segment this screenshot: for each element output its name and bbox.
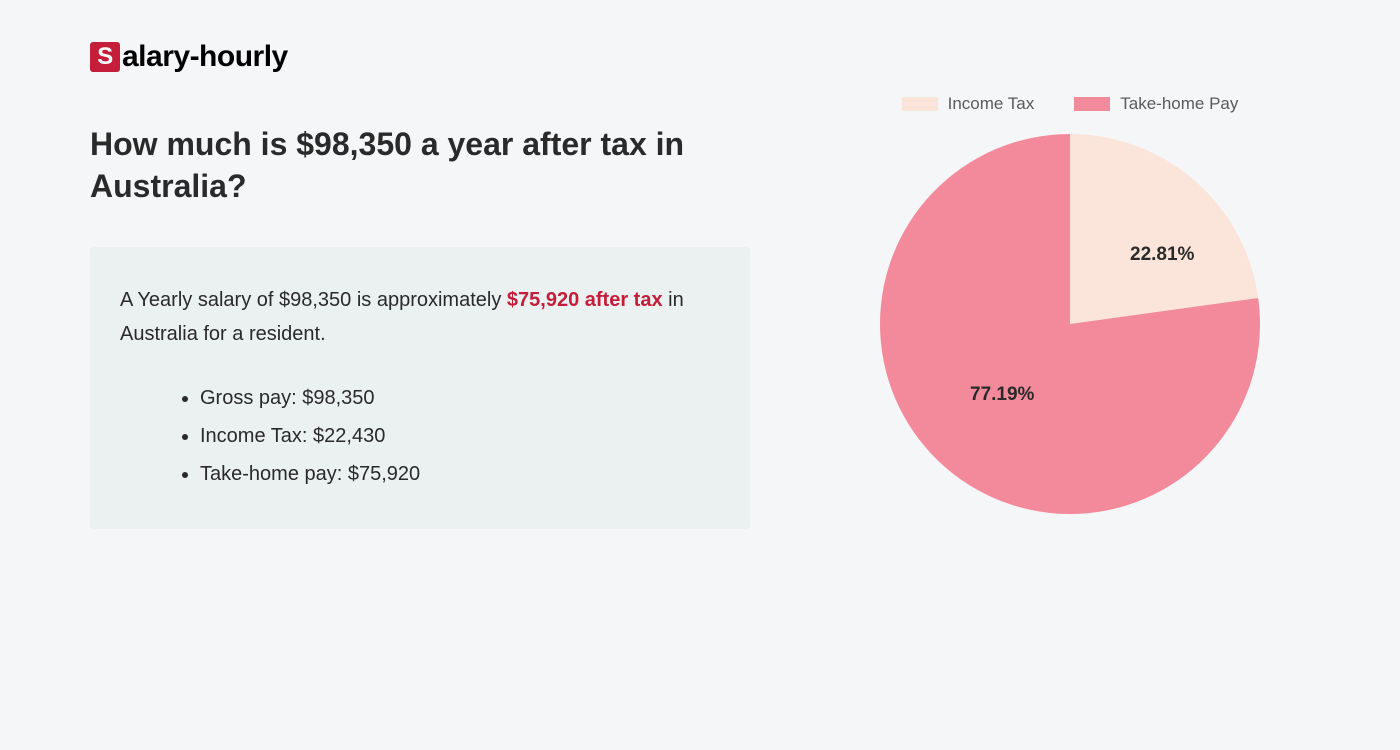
summary-text: A Yearly salary of $98,350 is approximat… [120,283,720,351]
pie-chart: 22.81% 77.19% [880,134,1260,514]
summary-box: A Yearly salary of $98,350 is approximat… [90,247,750,529]
left-column: How much is $98,350 a year after tax in … [90,124,750,529]
pie-svg [880,134,1260,514]
legend-swatch [1074,97,1110,111]
list-item: Gross pay: $98,350 [200,379,720,417]
list-item: Income Tax: $22,430 [200,417,720,455]
logo-text: alary-hourly [122,40,288,74]
slice-label-income-tax: 22.81% [1130,244,1194,266]
legend-item-take-home: Take-home Pay [1074,94,1238,114]
summary-highlight: $75,920 after tax [507,289,663,311]
summary-before: A Yearly salary of $98,350 is approximat… [120,289,507,311]
legend-label: Income Tax [948,94,1035,114]
content-row: How much is $98,350 a year after tax in … [90,124,1310,529]
list-item: Take-home pay: $75,920 [200,455,720,493]
legend-swatch [902,97,938,111]
chart-column: Income Tax Take-home Pay 22.81% 77.19% [830,94,1310,529]
legend-item-income-tax: Income Tax [902,94,1035,114]
slice-label-take-home: 77.19% [970,384,1034,406]
site-logo: Salary-hourly [90,40,1310,74]
chart-legend: Income Tax Take-home Pay [902,94,1239,114]
logo-initial-box: S [90,42,120,72]
legend-label: Take-home Pay [1120,94,1238,114]
page-root: Salary-hourly How much is $98,350 a year… [0,0,1400,569]
page-title: How much is $98,350 a year after tax in … [90,124,750,207]
summary-list: Gross pay: $98,350 Income Tax: $22,430 T… [120,379,720,493]
